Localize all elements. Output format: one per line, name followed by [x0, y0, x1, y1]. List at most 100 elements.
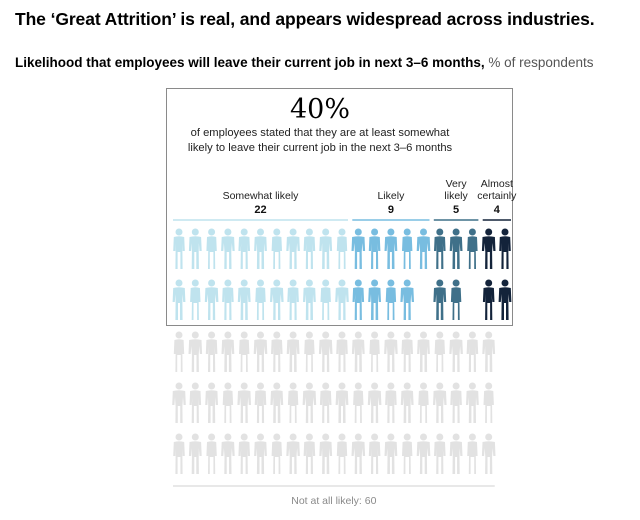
person-icon	[238, 228, 250, 269]
person-icon	[499, 228, 511, 269]
highlight-description: of employees stated that they are at lea…	[0, 126, 640, 156]
person-icon	[384, 331, 398, 372]
person-icon	[238, 433, 250, 474]
person-icon	[434, 331, 445, 372]
person-icon	[369, 331, 380, 372]
person-icon	[222, 279, 234, 320]
person-icon	[255, 279, 266, 320]
person-icon	[206, 433, 217, 474]
person-icon	[303, 279, 316, 320]
person-icon	[190, 279, 201, 320]
person-icon	[271, 433, 282, 474]
highlight-number: 40%	[289, 94, 350, 125]
person-icon	[254, 228, 267, 269]
person-icon	[237, 279, 251, 320]
person-icon	[417, 331, 430, 372]
person-icon	[498, 279, 512, 320]
person-icon	[434, 228, 446, 269]
category-value: 9	[388, 204, 394, 216]
subtitle-unit: % of respondents	[488, 55, 594, 70]
person-icon	[336, 228, 348, 269]
person-icon	[173, 331, 185, 372]
person-icon	[271, 331, 283, 372]
person-icon	[302, 382, 317, 423]
person-icon	[400, 382, 414, 423]
person-icon	[352, 279, 365, 320]
person-icon	[367, 382, 382, 423]
person-icon	[188, 331, 203, 372]
person-icon	[353, 382, 364, 423]
person-icon	[351, 433, 366, 474]
person-icon	[433, 279, 447, 320]
person-icon	[172, 382, 186, 423]
person-icon	[286, 228, 300, 269]
person-icon	[351, 228, 366, 269]
person-icon	[173, 228, 185, 269]
person-icon	[188, 228, 202, 269]
person-icon	[449, 433, 463, 474]
person-icon	[237, 382, 251, 423]
person-icon	[335, 382, 349, 423]
category-label: Somewhat likely	[223, 190, 300, 202]
person-icon	[173, 433, 185, 474]
person-icon	[221, 228, 235, 269]
highlight-panel	[166, 88, 513, 326]
person-icon	[319, 433, 333, 474]
person-icon	[466, 382, 479, 423]
person-icon	[384, 433, 398, 474]
person-icon	[483, 382, 494, 423]
person-icon	[466, 331, 479, 372]
person-icon	[303, 433, 316, 474]
person-icon	[467, 228, 478, 269]
person-icon	[320, 279, 331, 320]
category-value: 4	[494, 204, 501, 216]
category-label: Almost	[481, 178, 513, 190]
person-icon	[318, 331, 333, 372]
person-icon	[351, 331, 365, 372]
person-icon	[286, 331, 300, 372]
person-icon	[418, 382, 429, 423]
person-icon	[449, 228, 463, 269]
person-icon	[254, 433, 267, 474]
remainder-label: Not at all likely: 60	[291, 495, 376, 507]
person-icon	[335, 279, 349, 320]
person-icon	[482, 279, 495, 320]
person-icon	[368, 279, 381, 320]
chart-title: The ‘Great Attrition’ is real, and appea…	[15, 9, 595, 29]
category-label: likely	[444, 190, 468, 202]
person-icon	[467, 433, 478, 474]
person-icon	[482, 331, 496, 372]
person-icon	[287, 279, 299, 320]
person-icon	[450, 279, 462, 320]
person-icon	[416, 228, 431, 269]
person-icon	[481, 433, 496, 474]
person-icon	[368, 433, 381, 474]
person-icon	[336, 433, 348, 474]
person-icon	[319, 382, 332, 423]
person-icon	[221, 433, 235, 474]
category-value: 5	[453, 204, 459, 216]
category-label: Likely	[377, 190, 405, 202]
person-icon	[303, 228, 316, 269]
person-icon	[270, 279, 284, 320]
person-icon	[222, 382, 234, 423]
person-icon	[189, 382, 202, 423]
chart-subtitle: Likelihood that employees will leave the…	[15, 55, 593, 70]
person-icon	[205, 382, 218, 423]
person-icon	[205, 331, 218, 372]
person-icon	[481, 228, 496, 269]
person-icon	[204, 279, 219, 320]
person-icon	[271, 228, 282, 269]
highlight-line-2: likely to leave their current job in the…	[187, 142, 453, 154]
person-icon	[402, 433, 413, 474]
person-icon	[286, 433, 300, 474]
person-icon	[270, 382, 284, 423]
category-label: Very	[446, 178, 468, 190]
person-icon	[304, 331, 315, 372]
person-icon	[172, 279, 186, 320]
person-icon	[254, 382, 267, 423]
person-icon	[384, 228, 398, 269]
person-icon	[433, 382, 447, 423]
person-icon	[188, 433, 202, 474]
